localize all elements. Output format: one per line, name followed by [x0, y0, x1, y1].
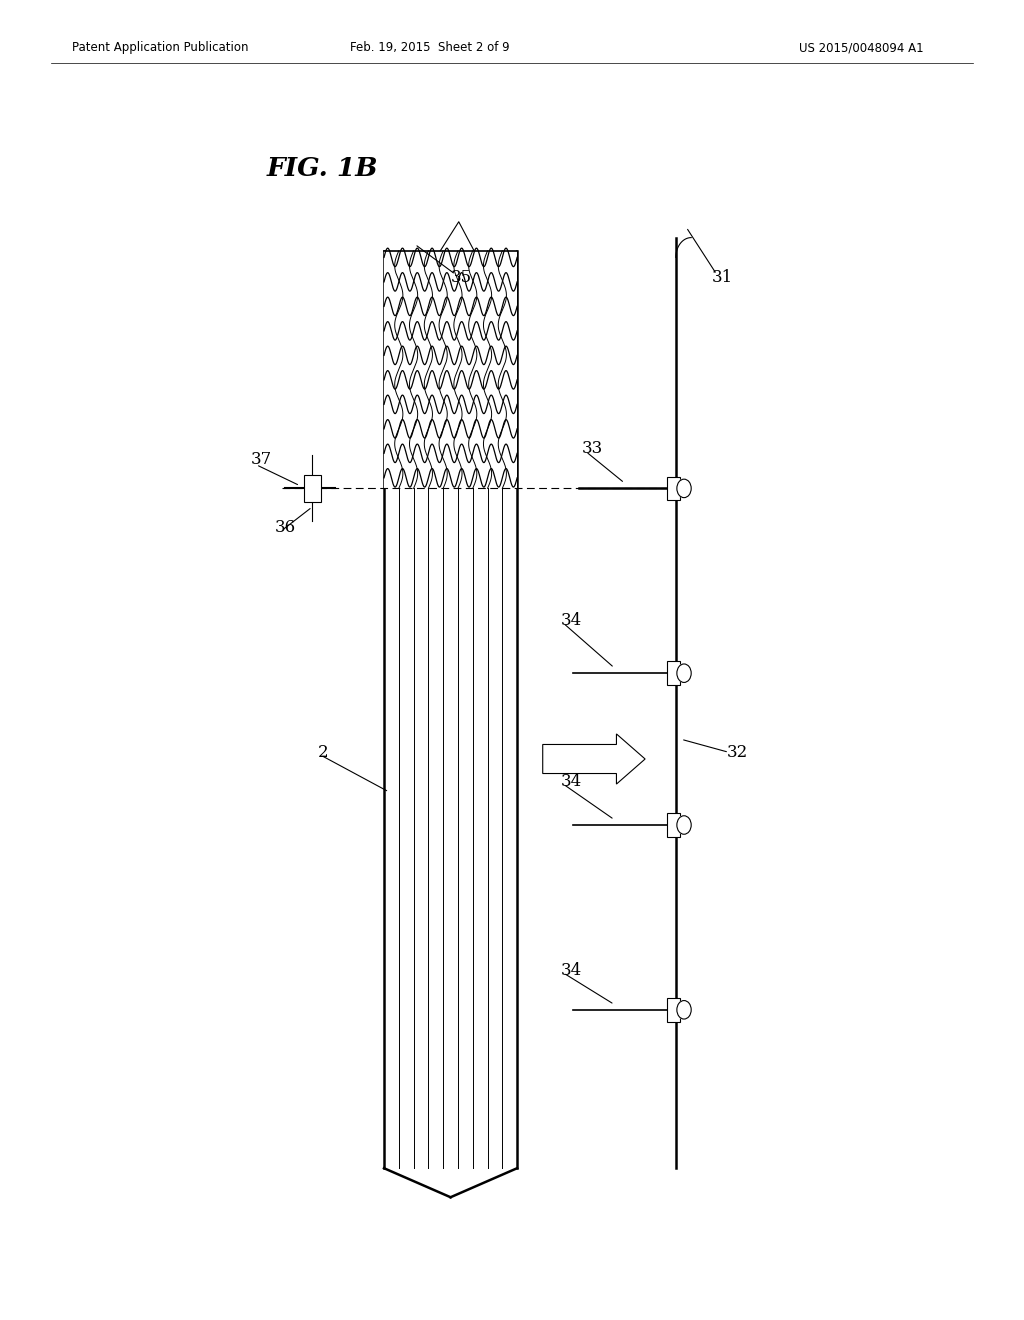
Text: 34: 34 [561, 774, 583, 789]
Text: Feb. 19, 2015  Sheet 2 of 9: Feb. 19, 2015 Sheet 2 of 9 [350, 41, 510, 54]
Text: Patent Application Publication: Patent Application Publication [72, 41, 248, 54]
Text: 36: 36 [274, 520, 296, 536]
FancyArrow shape [543, 734, 645, 784]
Text: 32: 32 [727, 744, 749, 760]
Text: 35: 35 [451, 269, 472, 285]
Bar [668, 998, 681, 1022]
Circle shape [677, 664, 691, 682]
Circle shape [677, 479, 691, 498]
Text: FIG. 1B: FIG. 1B [266, 157, 378, 181]
Circle shape [677, 1001, 691, 1019]
Circle shape [677, 816, 691, 834]
Bar [668, 813, 681, 837]
Text: 33: 33 [582, 441, 603, 457]
Text: US 2015/0048094 A1: US 2015/0048094 A1 [799, 41, 924, 54]
Text: 34: 34 [561, 962, 583, 978]
Bar [304, 475, 321, 502]
Text: 37: 37 [251, 451, 272, 467]
Bar [384, 251, 517, 488]
Bar [668, 661, 681, 685]
Bar [668, 477, 681, 500]
Text: 31: 31 [712, 269, 733, 285]
Text: 34: 34 [561, 612, 583, 628]
Text: 2: 2 [317, 744, 328, 760]
